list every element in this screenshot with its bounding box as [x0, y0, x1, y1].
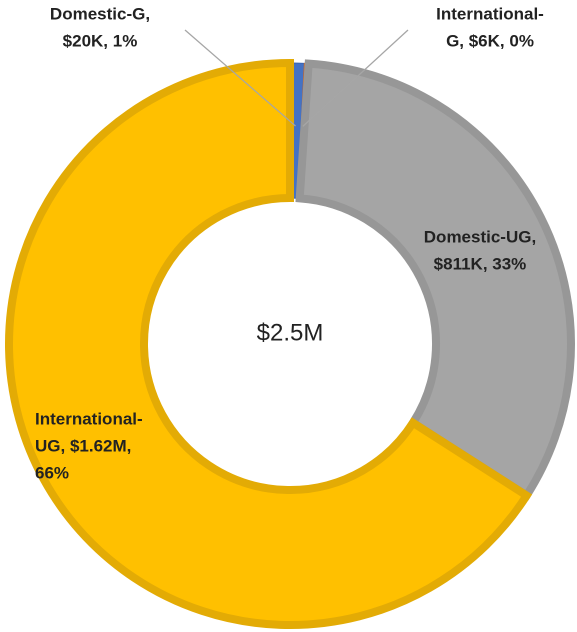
data-label: G, $6K, 0% [446, 31, 534, 50]
donut: Domestic-G, $20K, 1% International- G, $6K,… [5, 4, 575, 629]
data-label: Domestic-G, [50, 4, 150, 23]
data-label: International- [436, 4, 544, 23]
data-label: $811K, 33% [434, 254, 527, 273]
data-label: International- [35, 409, 143, 428]
leader-line [302, 29, 409, 127]
data-label: $20K, 1% [63, 31, 138, 50]
data-label: 66% [35, 463, 69, 482]
data-label: Domestic-UG, [424, 227, 536, 246]
center-label: $2.5M [257, 319, 324, 346]
slice [5, 58, 533, 629]
leader-line [184, 29, 297, 127]
data-label: UG, $1.62M, [35, 436, 131, 455]
slice [295, 59, 575, 502]
